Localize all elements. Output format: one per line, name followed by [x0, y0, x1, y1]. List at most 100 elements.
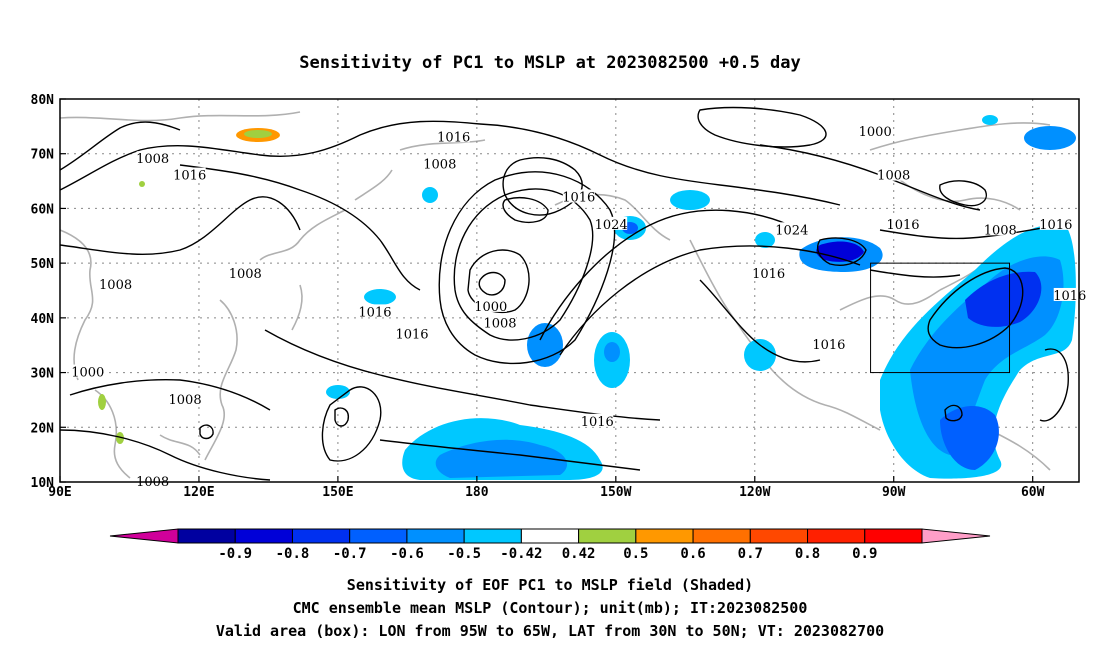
colorbar-label: 0.8 [795, 546, 820, 562]
colorbar-label: 0.9 [852, 546, 877, 562]
lat-tick-labels: 80N 70N 60N 50N 40N 30N 20N 10N [31, 93, 66, 491]
map-title: Sensitivity of PC1 to MSLP at 2023082500… [299, 53, 801, 73]
colorbar-swatch [406, 528, 465, 544]
contour-label-bg [595, 216, 628, 230]
negative-shade [1024, 126, 1076, 150]
negative-shade [816, 241, 864, 262]
mslp-contours [59, 106, 1069, 481]
colorbar-swatch [291, 528, 351, 544]
lat-tick-label: 30N [31, 367, 55, 382]
contour-label-bg [886, 216, 919, 230]
lon-tick-label: 150W [600, 485, 631, 500]
contour-label: 1016 [358, 305, 391, 320]
colorbar-swatch [749, 528, 809, 544]
contour-label: 1008 [136, 152, 169, 167]
contour-label: 1016 [395, 327, 428, 342]
contour-label-bg [358, 304, 391, 318]
colorbar-swatch [234, 528, 293, 544]
colorbar-swatch [864, 528, 923, 544]
lon-tick-label: 150E [322, 485, 353, 500]
negative-shade [670, 190, 710, 210]
colorbar: -0.9 -0.8 -0.7 -0.6 -0.5 -0.42 0.42 0.5 0.6 0.7 0.… [109, 528, 991, 562]
contour-label-bg [581, 413, 614, 427]
caption-line-3: Valid area (box): LON from 95W to 65W, L… [216, 622, 884, 640]
positive-shade [116, 432, 124, 444]
lat-tick-label: 60N [31, 202, 55, 217]
positive-shade [98, 394, 106, 410]
colorbar-label: 0.6 [680, 546, 705, 562]
colorbar-swatch [349, 528, 408, 544]
colorbar-swatch [807, 528, 866, 544]
negative-shade [755, 232, 775, 248]
lon-tick-label: 120W [739, 485, 770, 500]
contour-label: 1008 [229, 267, 262, 282]
contour-label-bg [1039, 216, 1072, 230]
contour-label-bg [562, 189, 595, 203]
contour-label: 1008 [423, 158, 456, 173]
contour-label-bg [173, 167, 206, 181]
lon-tick-label: 120E [183, 485, 214, 500]
negative-shade [940, 405, 999, 470]
colorbar-label: 0.7 [738, 546, 763, 562]
contour-label-bg [396, 326, 429, 340]
contour-label: 1016 [752, 267, 785, 282]
contour-label-bg [484, 315, 517, 329]
colorbar-swatch [692, 528, 751, 544]
lon-tick-label: 60W [1021, 485, 1045, 500]
colorbar-label: -0.5 [447, 546, 481, 562]
contour-label: 1000 [859, 125, 892, 140]
negative-shade [326, 385, 350, 399]
contour-label: 1016 [173, 169, 206, 184]
contour-label-bg [99, 277, 132, 291]
caption-line-2: CMC ensemble mean MSLP (Contour); unit(m… [293, 599, 808, 617]
contour-label: 1008 [483, 316, 516, 331]
contour-label: 1016 [1053, 289, 1086, 304]
contour-label-bg [437, 129, 470, 143]
colorbar-swatch [520, 528, 580, 544]
valid-area-box [870, 262, 1011, 374]
contour-label-bg [752, 266, 785, 280]
contour-label-bg [136, 151, 169, 165]
contour-label: 1016 [437, 130, 470, 145]
contour-label-bg [877, 167, 910, 181]
lon-tick-labels: 90E 120E 150E 180 150W 120W 90W 60W [48, 476, 1045, 500]
colorbar-swatch [578, 528, 637, 544]
colorbar-label: 0.42 [562, 546, 596, 562]
contour-label-bg [71, 364, 104, 378]
contour-label-bg [775, 222, 808, 236]
contour-label-bg [984, 222, 1017, 236]
lat-tick-label: 10N [31, 476, 55, 491]
colorbar-label: -0.7 [333, 546, 367, 562]
positive-shade [244, 130, 272, 138]
caption-line-1: Sensitivity of EOF PC1 to MSLP field (Sh… [347, 576, 753, 594]
contour-label: 1008 [984, 223, 1017, 238]
contour-label-bg [812, 337, 845, 351]
lon-tick-label: 90W [882, 485, 906, 500]
colorbar-label: -0.6 [390, 546, 424, 562]
contour-label: 1016 [886, 218, 919, 233]
contour-label-bg [136, 474, 169, 487]
lon-tick-label: 180 [465, 485, 489, 500]
lat-tick-label: 20N [31, 421, 55, 436]
lat-tick-label: 80N [31, 93, 55, 108]
contour-label: 1008 [99, 278, 132, 293]
sensitivity-shading [98, 115, 1076, 480]
colorbar-label: 0.5 [623, 546, 648, 562]
negative-shade [604, 342, 620, 362]
contour-label-bg [229, 266, 262, 280]
contour-label: 1024 [595, 218, 628, 233]
colorbar-label: -0.9 [218, 546, 252, 562]
positive-shade [139, 181, 145, 187]
lon-tick-label: 90E [48, 485, 71, 500]
colorbar-low-arrow [109, 528, 179, 544]
negative-shade [527, 323, 563, 367]
contour-label-bg [474, 298, 507, 312]
contour-label: 1000 [474, 300, 507, 315]
contour-label-bg [169, 391, 202, 405]
colorbar-swatch [177, 528, 236, 544]
map-frame [59, 98, 1080, 483]
contour-label-bg [423, 156, 456, 170]
